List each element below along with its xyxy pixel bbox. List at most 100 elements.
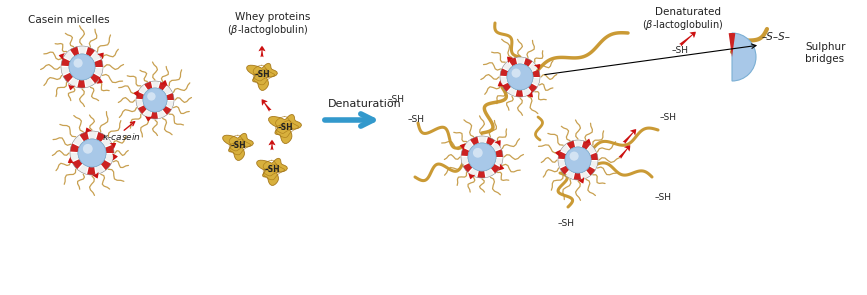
Circle shape: [143, 88, 167, 112]
Text: $\kappa$-casein: $\kappa$-casein: [102, 131, 140, 142]
Text: –SH: –SH: [655, 193, 672, 201]
Text: bridges: bridges: [805, 54, 844, 64]
Wedge shape: [507, 87, 516, 96]
Wedge shape: [162, 106, 172, 115]
Polygon shape: [269, 114, 302, 143]
Wedge shape: [151, 112, 158, 119]
Wedge shape: [86, 47, 95, 57]
Wedge shape: [478, 171, 486, 178]
Wedge shape: [138, 105, 147, 114]
Wedge shape: [531, 78, 540, 86]
Text: Casein micelles: Casein micelles: [28, 15, 109, 25]
Wedge shape: [96, 132, 106, 142]
Circle shape: [468, 143, 496, 171]
Text: Sulphur: Sulphur: [805, 42, 845, 52]
Wedge shape: [85, 78, 94, 88]
Wedge shape: [64, 50, 74, 60]
Text: –SH: –SH: [254, 71, 270, 79]
Circle shape: [69, 54, 95, 80]
Wedge shape: [575, 140, 583, 147]
Wedge shape: [78, 164, 88, 174]
Polygon shape: [257, 158, 287, 185]
Wedge shape: [560, 165, 570, 175]
Wedge shape: [90, 73, 101, 83]
Wedge shape: [732, 33, 756, 81]
Wedge shape: [73, 136, 83, 146]
Wedge shape: [558, 151, 566, 159]
Wedge shape: [463, 163, 473, 173]
Text: ($\beta$-lactoglobulin): ($\beta$-lactoglobulin): [642, 18, 723, 32]
Wedge shape: [587, 145, 596, 154]
Circle shape: [570, 152, 578, 161]
Circle shape: [78, 139, 106, 167]
Text: –SH: –SH: [408, 116, 425, 124]
Wedge shape: [101, 137, 112, 147]
Wedge shape: [159, 82, 166, 91]
Wedge shape: [491, 164, 500, 173]
Wedge shape: [516, 90, 523, 97]
Circle shape: [473, 148, 483, 158]
Wedge shape: [517, 57, 525, 64]
Circle shape: [565, 147, 591, 173]
Wedge shape: [163, 86, 173, 95]
Wedge shape: [77, 80, 85, 88]
Wedge shape: [590, 161, 598, 169]
Wedge shape: [166, 101, 174, 108]
Wedge shape: [101, 160, 111, 170]
Text: Denaturation: Denaturation: [328, 99, 401, 109]
Wedge shape: [63, 73, 73, 83]
Wedge shape: [503, 61, 512, 71]
Circle shape: [507, 64, 533, 90]
Text: –SH: –SH: [388, 96, 405, 104]
Wedge shape: [70, 47, 79, 56]
Wedge shape: [469, 168, 478, 177]
Wedge shape: [532, 70, 540, 77]
Wedge shape: [558, 160, 566, 168]
Text: –SH: –SH: [558, 219, 575, 227]
Wedge shape: [94, 59, 103, 67]
Wedge shape: [139, 85, 147, 94]
Wedge shape: [586, 166, 596, 176]
Wedge shape: [91, 52, 101, 61]
Wedge shape: [105, 145, 114, 153]
Text: –SH: –SH: [277, 122, 293, 132]
Wedge shape: [492, 142, 501, 151]
Wedge shape: [143, 109, 152, 118]
Wedge shape: [105, 154, 114, 163]
Wedge shape: [136, 92, 144, 99]
Wedge shape: [581, 171, 590, 179]
Text: –SH: –SH: [230, 140, 246, 150]
Wedge shape: [509, 58, 517, 66]
Circle shape: [512, 68, 521, 78]
Wedge shape: [582, 141, 590, 150]
Wedge shape: [470, 137, 479, 145]
Wedge shape: [68, 77, 78, 87]
Wedge shape: [567, 140, 575, 149]
Text: –S–S–: –S–S–: [762, 32, 791, 42]
Wedge shape: [144, 81, 153, 90]
Text: Denaturated: Denaturated: [655, 7, 721, 17]
Wedge shape: [136, 100, 144, 107]
Polygon shape: [223, 133, 253, 160]
Circle shape: [147, 92, 155, 101]
Wedge shape: [72, 159, 82, 169]
Wedge shape: [94, 68, 103, 76]
Wedge shape: [61, 58, 70, 66]
Wedge shape: [79, 46, 87, 54]
Wedge shape: [590, 153, 598, 160]
Wedge shape: [158, 110, 166, 119]
Text: ($\beta$-lactoglobulin): ($\beta$-lactoglobulin): [227, 23, 308, 37]
Wedge shape: [461, 148, 469, 156]
Wedge shape: [494, 158, 503, 166]
Wedge shape: [479, 136, 486, 143]
Wedge shape: [95, 165, 105, 174]
Wedge shape: [728, 33, 735, 57]
Wedge shape: [574, 173, 581, 180]
Polygon shape: [247, 63, 277, 90]
Text: –SH: –SH: [264, 165, 280, 175]
Circle shape: [74, 58, 82, 68]
Wedge shape: [87, 167, 95, 175]
Wedge shape: [61, 67, 70, 75]
Wedge shape: [80, 132, 89, 142]
Wedge shape: [464, 141, 473, 150]
